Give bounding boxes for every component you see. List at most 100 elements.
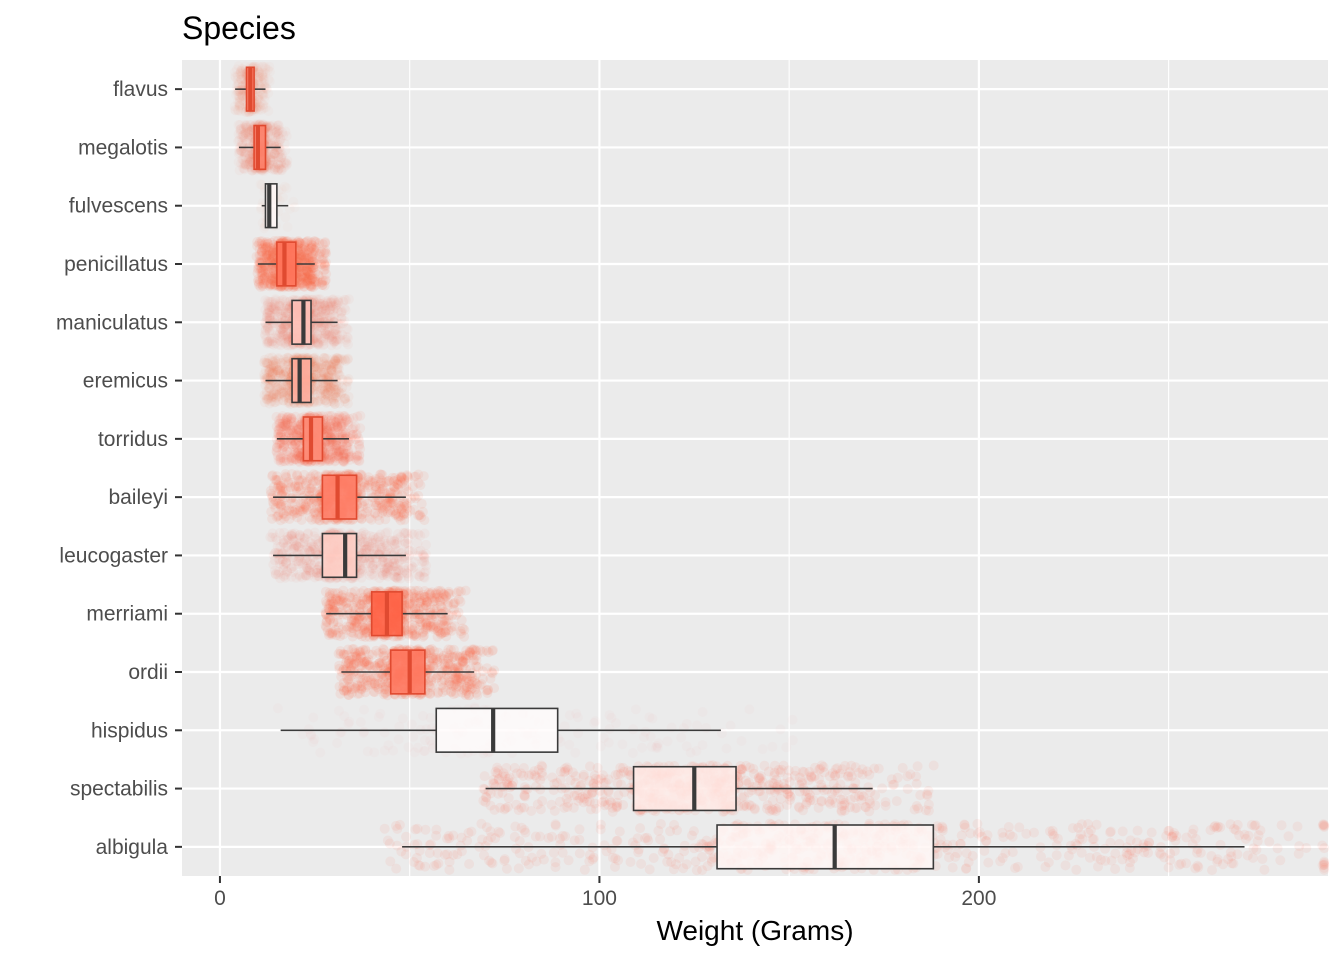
jitter-point <box>301 265 312 276</box>
jitter-point <box>332 440 343 451</box>
jitter-point <box>260 96 270 106</box>
jitter-point <box>383 475 394 486</box>
jitter-point <box>301 278 312 289</box>
jitter-point <box>408 529 419 540</box>
jitter-point <box>322 441 333 452</box>
jitter-point <box>342 375 353 386</box>
jitter-point <box>293 450 304 461</box>
jitter-point <box>259 390 270 401</box>
jitter-point <box>296 270 307 281</box>
jitter-point <box>329 384 340 395</box>
jitter-point <box>271 392 282 403</box>
jitter-point <box>325 364 336 375</box>
jitter-point <box>264 253 275 264</box>
jitter-point <box>307 254 318 265</box>
jitter-point <box>278 387 289 398</box>
jitter-point <box>310 276 321 287</box>
jitter-point <box>317 384 328 395</box>
jitter-point <box>329 358 340 369</box>
jitter-point <box>284 506 295 516</box>
jitter-point <box>265 379 276 390</box>
jitter-point <box>320 257 331 268</box>
jitter-point <box>328 390 339 401</box>
jitter-point <box>280 356 291 367</box>
jitter-point <box>316 367 327 378</box>
jitter-point <box>330 442 341 453</box>
jitter-point <box>275 363 286 374</box>
jitter-point <box>301 260 312 271</box>
jitter-point <box>339 435 349 446</box>
jitter-point <box>332 422 343 433</box>
jitter-point <box>294 266 305 277</box>
jitter-point <box>316 369 327 380</box>
jitter-point <box>392 474 403 485</box>
jitter-point <box>318 367 329 378</box>
jitter-point <box>393 498 404 508</box>
jitter-point <box>266 268 277 279</box>
jitter-point <box>275 149 285 159</box>
jitter-point <box>332 412 343 423</box>
jitter-point <box>328 381 339 392</box>
jitter-point <box>333 451 344 462</box>
jitter-point <box>264 390 275 401</box>
jitter-point <box>280 417 291 428</box>
jitter-point <box>307 251 318 262</box>
jitter-point <box>307 279 318 290</box>
jitter-point <box>321 397 332 408</box>
jitter-point <box>334 410 345 421</box>
jitter-point <box>331 440 342 451</box>
jitter-point <box>266 361 277 372</box>
jitter-point <box>317 394 328 405</box>
jitter-point <box>299 238 310 249</box>
jitter-point <box>286 413 297 424</box>
jitter-point <box>344 452 355 463</box>
jitter-point <box>300 276 311 287</box>
jitter-point <box>253 274 264 285</box>
jitter-point <box>278 369 289 380</box>
jitter-point <box>352 451 363 462</box>
jitter-point <box>277 411 288 422</box>
jitter-point <box>310 273 321 284</box>
jitter-point <box>261 249 272 259</box>
jitter-point <box>322 382 333 393</box>
jitter-point <box>399 565 410 576</box>
jitter-point <box>283 360 294 370</box>
jitter-point <box>297 257 308 268</box>
jitter-point <box>258 266 269 277</box>
jitter-point <box>299 281 310 292</box>
jitter-point <box>268 367 279 378</box>
jitter-point <box>261 243 272 254</box>
jitter-point <box>300 268 311 278</box>
jitter-point <box>293 424 304 435</box>
jitter-point <box>319 248 330 259</box>
jitter-point <box>380 514 391 525</box>
jitter-point <box>311 242 322 253</box>
jitter-point <box>325 381 336 392</box>
jitter-point <box>276 340 286 350</box>
jitter-point <box>267 360 278 371</box>
jitter-point <box>325 452 336 463</box>
jitter-point <box>302 274 313 285</box>
jitter-point <box>331 376 342 387</box>
jitter-point <box>261 252 272 263</box>
jitter-point <box>260 365 271 376</box>
jitter-point <box>303 253 314 264</box>
jitter-point <box>281 369 292 380</box>
jitter-point <box>304 260 315 271</box>
jitter-point <box>277 437 287 448</box>
jitter-point <box>325 446 336 457</box>
jitter-point <box>272 365 283 376</box>
jitter-point <box>262 337 272 347</box>
jitter-point <box>274 364 285 375</box>
jitter-point <box>263 246 274 257</box>
jitter-point <box>273 353 284 364</box>
jitter-point <box>294 252 305 263</box>
jitter-point <box>333 451 344 462</box>
jitter-point <box>268 276 279 286</box>
jitter-point <box>299 490 310 501</box>
jitter-point <box>310 236 320 247</box>
jitter-point <box>267 367 278 378</box>
jitter-point <box>271 390 282 401</box>
jitter-point <box>265 366 276 377</box>
jitter-point <box>320 395 331 406</box>
